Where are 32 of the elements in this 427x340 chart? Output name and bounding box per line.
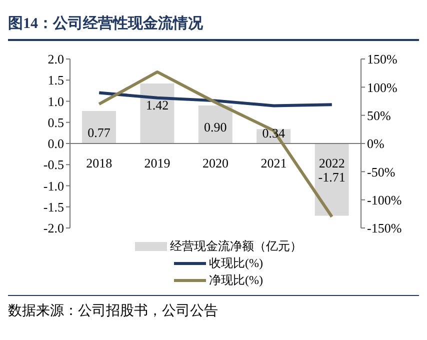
x-tick-label: 2020: [202, 156, 228, 170]
x-tick-label: 2021: [260, 156, 287, 170]
data-label: 0.77: [88, 124, 111, 140]
y2-tick-label: -100%: [367, 192, 402, 208]
legend-label: 收现比(%): [209, 255, 263, 272]
y-tick-label: 1.0: [48, 94, 64, 109]
data-label: 1.42: [146, 98, 169, 113]
x-tick-label: 2018: [86, 156, 112, 170]
y2-tick-label: 0%: [367, 136, 384, 152]
bar: [140, 84, 174, 144]
legend-label: 净现比(%): [209, 272, 263, 289]
y-tick-label: 0.5: [48, 114, 64, 130]
y-tick-label: 1.5: [48, 72, 64, 88]
y-tick-label: 0.0: [48, 136, 64, 152]
data-label: 0.90: [204, 119, 227, 134]
y-tick-label: 2.0: [48, 52, 64, 67]
y2-tick-label: -50%: [367, 164, 396, 180]
y2-tick-label: -150%: [367, 220, 402, 236]
y-tick-label: -0.5: [43, 157, 64, 172]
x-tick-label: 2019: [144, 156, 170, 170]
data-label: -1.71: [318, 170, 346, 184]
bar: [82, 110, 116, 144]
x-tick-label: 2022: [318, 156, 345, 170]
source-note: 数据来源：公司招股书，公司公告: [8, 302, 219, 320]
chart-title: 图14：公司经营性现金流情况: [8, 8, 419, 41]
y2-tick-label: 50%: [367, 108, 391, 123]
y-tick-label: -1.0: [43, 178, 64, 194]
y2-tick-label: 100%: [367, 80, 398, 95]
y2-tick-label: 150%: [367, 52, 398, 67]
y-tick-label: -2.0: [43, 220, 64, 236]
legend-label: 经营现金流净额（亿元）: [170, 238, 302, 255]
y-tick-label: -1.5: [43, 199, 64, 214]
